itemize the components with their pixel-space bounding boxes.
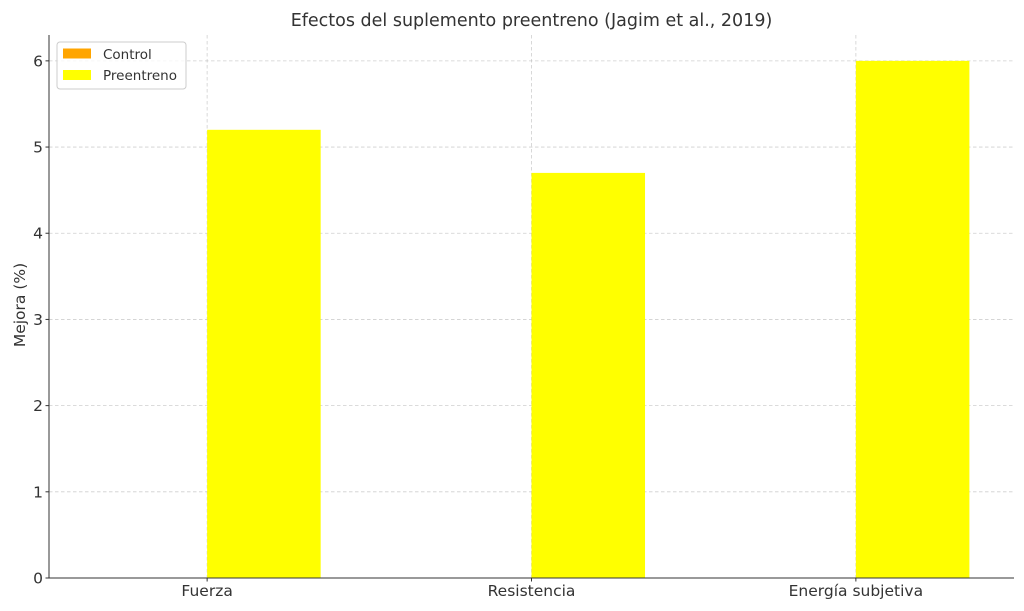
y-tick-label: 4 <box>33 225 43 243</box>
y-tick-label: 1 <box>33 483 43 501</box>
x-tick-label-fuerza: Fuerza <box>181 582 232 600</box>
chart-title: Efectos del suplemento preentreno (Jagim… <box>291 11 773 31</box>
bar-preentreno-resistencia <box>531 172 646 578</box>
x-tick-label-energia-subjetiva: Energía subjetiva <box>789 582 923 600</box>
x-ticks: Fuerza Resistencia Energía subjetiva <box>181 578 923 600</box>
y-tick-label: 0 <box>33 570 43 588</box>
bar-preentreno-fuerza <box>207 129 321 579</box>
legend-label-control: Control <box>103 47 152 63</box>
legend: Control Preentreno <box>56 41 187 90</box>
x-tick-label-resistencia: Resistencia <box>488 582 576 600</box>
legend-swatch-control <box>63 48 91 59</box>
y-axis-label: Mejora (%) <box>11 263 29 347</box>
y-tick-label: 2 <box>33 397 43 415</box>
bars <box>207 60 970 579</box>
bar-preentreno-energia-subjetiva <box>855 60 970 579</box>
y-tick-label: 3 <box>33 311 43 329</box>
legend-swatch-preentreno <box>63 70 91 80</box>
y-tick-label: 5 <box>33 139 43 157</box>
legend-label-preentreno: Preentreno <box>103 68 177 84</box>
y-tick-label: 6 <box>33 52 43 70</box>
y-ticks: 0 1 2 3 4 5 6 <box>33 52 49 588</box>
